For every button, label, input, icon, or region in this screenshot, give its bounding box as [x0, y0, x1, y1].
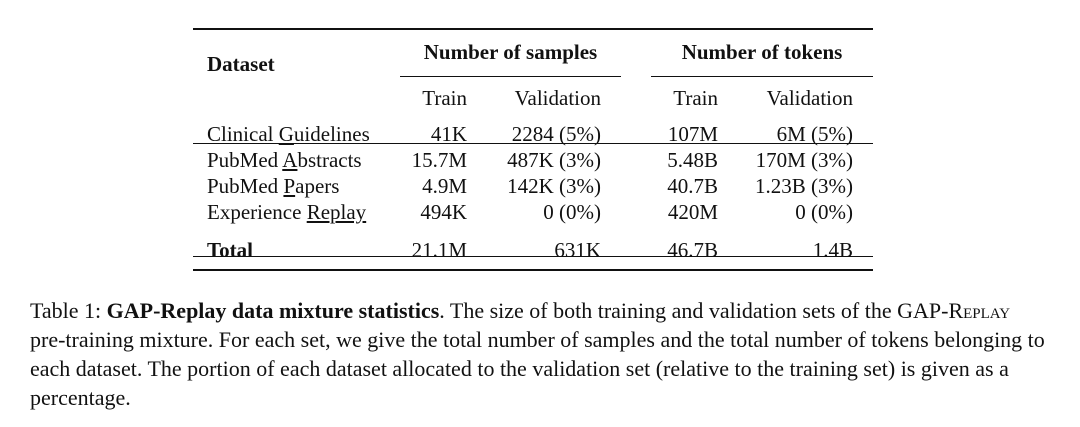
table-row-dataset: Experience Replay [207, 200, 367, 224]
table-cell: 6M (5%) [776, 122, 853, 146]
table-cell: 487K (3%) [507, 148, 601, 172]
total-rule [193, 256, 873, 257]
header-tokens-validation: Validation [766, 86, 853, 110]
table-cell: 0 (0%) [795, 200, 853, 224]
header-tokens-group: Number of tokens [681, 40, 843, 64]
table-cell: 5.48B [667, 148, 718, 172]
table-cell: 494K [420, 200, 467, 224]
table-cell: 107M [667, 122, 718, 146]
table-cell: 2284 (5%) [511, 122, 601, 146]
top-rule [193, 28, 873, 30]
table-row-dataset: Clinical Guidelines [207, 122, 370, 146]
tokens-group-rule [651, 76, 873, 77]
table-cell: 40.7B [667, 174, 718, 198]
table-row-dataset: PubMed Papers [207, 174, 340, 198]
header-samples-group: Number of samples [423, 40, 598, 64]
total-cell: 21.1M [411, 238, 467, 262]
total-cell: 46.7B [667, 238, 718, 262]
table-cell: 4.9M [422, 174, 467, 198]
table-cell: 41K [430, 122, 467, 146]
table-row-dataset: PubMed Abstracts [207, 148, 362, 172]
caption-smallcaps: GAP-Replay [897, 298, 1011, 323]
table-cell: 170M (3%) [755, 148, 853, 172]
header-dataset: Dataset [207, 52, 275, 76]
table-cell: 142K (3%) [507, 174, 601, 198]
samples-group-rule [400, 76, 621, 77]
table-cell: 15.7M [411, 148, 467, 172]
caption-title: GAP-Replay data mixture statistics [106, 298, 440, 323]
total-cell: 631K [554, 238, 601, 262]
header-samples-train: Train [422, 86, 467, 110]
header-tokens-train: Train [673, 86, 718, 110]
total-label: Total [207, 238, 253, 262]
header-samples-validation: Validation [514, 86, 601, 110]
table-cell: 1.23B (3%) [755, 174, 853, 198]
table-caption: Table 1: GAP-Replay data mixture statist… [30, 298, 1045, 410]
table-cell: 420M [667, 200, 718, 224]
header-rule [193, 143, 873, 144]
bottom-rule [193, 269, 873, 271]
total-cell: 1.4B [812, 238, 853, 262]
table-cell: 0 (0%) [543, 200, 601, 224]
caption-label: Table 1: [30, 298, 107, 323]
